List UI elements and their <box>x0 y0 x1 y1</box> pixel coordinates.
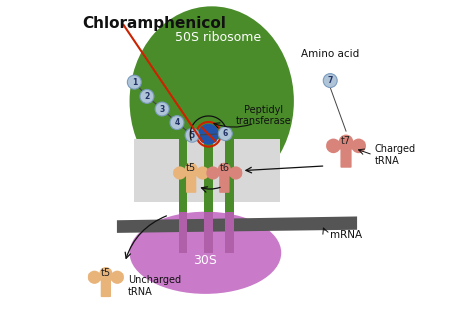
FancyBboxPatch shape <box>186 171 196 193</box>
FancyBboxPatch shape <box>100 276 111 297</box>
Circle shape <box>184 163 198 176</box>
FancyBboxPatch shape <box>219 171 229 193</box>
Text: 4: 4 <box>174 118 180 127</box>
Text: 7: 7 <box>328 76 333 85</box>
Text: Peptidyl
transferase: Peptidyl transferase <box>236 105 292 126</box>
Bar <box>204 212 213 253</box>
Circle shape <box>323 74 337 88</box>
Circle shape <box>140 89 154 103</box>
Circle shape <box>185 128 199 142</box>
Text: 5: 5 <box>190 131 195 140</box>
Circle shape <box>88 270 101 284</box>
Circle shape <box>128 75 141 89</box>
Text: Amino acid: Amino acid <box>301 49 359 59</box>
Circle shape <box>173 166 186 179</box>
Circle shape <box>326 138 341 153</box>
Bar <box>179 212 187 253</box>
FancyBboxPatch shape <box>327 142 365 149</box>
Circle shape <box>99 267 112 280</box>
Text: 1: 1 <box>132 78 137 87</box>
Text: mRNA: mRNA <box>330 230 362 240</box>
Text: Chloramphenicol: Chloramphenicol <box>82 16 226 31</box>
Circle shape <box>198 124 219 145</box>
Bar <box>225 136 234 212</box>
Bar <box>204 136 213 212</box>
Circle shape <box>218 163 231 176</box>
Ellipse shape <box>129 6 294 196</box>
Text: 3: 3 <box>159 105 165 113</box>
Circle shape <box>155 102 169 116</box>
Circle shape <box>339 135 353 149</box>
Circle shape <box>206 166 219 179</box>
FancyBboxPatch shape <box>340 144 352 168</box>
Ellipse shape <box>129 212 281 294</box>
Circle shape <box>219 127 232 141</box>
FancyBboxPatch shape <box>88 273 123 281</box>
Circle shape <box>170 116 184 130</box>
Text: Uncharged
tRNA: Uncharged tRNA <box>128 275 181 297</box>
Bar <box>179 136 187 212</box>
Circle shape <box>196 166 209 179</box>
Bar <box>134 139 280 202</box>
Polygon shape <box>117 216 357 233</box>
Text: Charged
tRNA: Charged tRNA <box>374 144 416 166</box>
Text: t7: t7 <box>341 136 351 146</box>
Text: 50S ribosome: 50S ribosome <box>175 31 261 45</box>
Text: 30S: 30S <box>193 254 218 267</box>
FancyBboxPatch shape <box>207 169 242 176</box>
Circle shape <box>351 138 366 153</box>
Bar <box>225 212 234 253</box>
Text: t6: t6 <box>219 163 229 173</box>
FancyBboxPatch shape <box>173 169 209 176</box>
Text: t5: t5 <box>185 163 196 173</box>
Text: 2: 2 <box>144 92 150 101</box>
Circle shape <box>110 270 124 284</box>
Text: t5: t5 <box>101 268 111 278</box>
Circle shape <box>229 166 242 179</box>
Text: 6: 6 <box>223 129 228 138</box>
